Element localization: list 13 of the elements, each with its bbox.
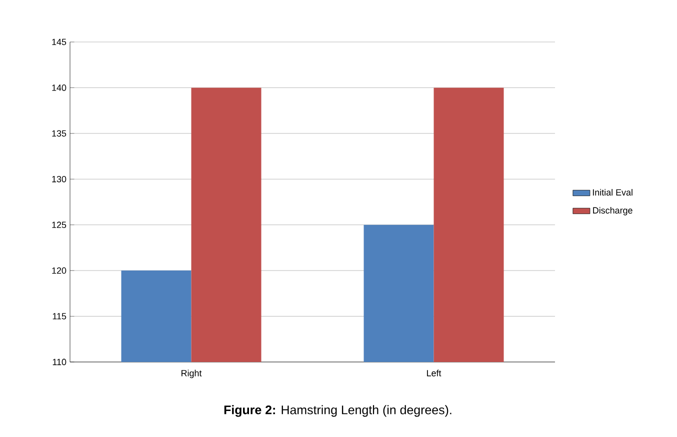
y-tick-label: 125 [52, 222, 66, 228]
y-tick-label: 135 [52, 130, 66, 137]
text: Figure 2: Hamstring Length (in degrees). [224, 405, 452, 417]
y-tick-label: 145 [52, 38, 66, 46]
y-tick-label: 110 [52, 358, 66, 366]
legend-label: Initial Eval [592, 189, 632, 196]
y-tick-label: 120 [52, 267, 66, 274]
y-tick-label: 140 [52, 84, 66, 91]
y-tick-label: 115 [52, 313, 66, 320]
y-tick-label: 130 [52, 176, 66, 182]
x-tick-label: Right [182, 370, 202, 378]
x-tick-label: Left [427, 370, 442, 376]
legend-label: Discharge [593, 206, 632, 216]
